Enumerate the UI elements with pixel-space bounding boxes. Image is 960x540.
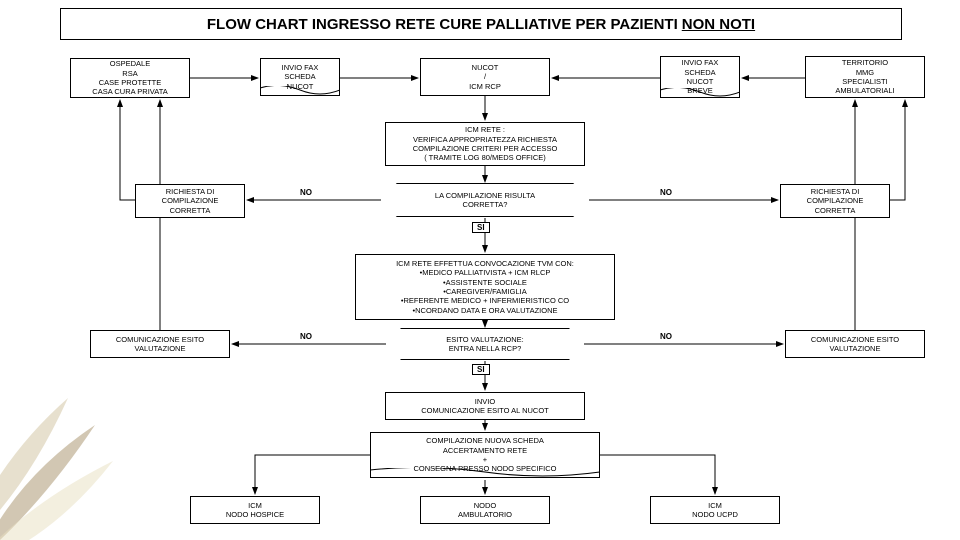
node-icm-hospice: ICMNODO HOSPICE [190, 496, 320, 524]
node-richiesta-left-text: RICHIESTA DICOMPILAZIONECORRETTA [162, 187, 219, 215]
node-dia-esito-text: ESITO VALUTAZIONE:ENTRA NELLA RCP? [446, 335, 524, 354]
node-dia-esito: ESITO VALUTAZIONE:ENTRA NELLA RCP? [385, 328, 585, 360]
edge-si-2: SI [472, 364, 490, 375]
node-ospedale-text: OSPEDALERSACASE PROTETTECASA CURA PRIVAT… [92, 59, 167, 97]
edge-no-2r: NO [660, 332, 672, 341]
node-territorio-text: TERRITORIOMMGSPECIALISTIAMBULATORIALI [835, 58, 894, 96]
node-nucot: NUCOT/ICM RCP [420, 58, 550, 96]
node-icm-rete-text: ICM RETE :VERIFICA APPROPRIATEZZA RICHIE… [413, 125, 558, 163]
node-richiesta-right-text: RICHIESTA DICOMPILAZIONECORRETTA [807, 187, 864, 215]
node-dia-compilazione: LA COMPILAZIONE RISULTACORRETTA? [380, 183, 590, 217]
node-nucot-text: NUCOT/ICM RCP [469, 63, 501, 91]
node-convocazione-text: ICM RETE EFFETTUA CONVOCAZIONE TVM CON:•… [396, 259, 574, 315]
node-icm-ucpd: ICMNODO UCPD [650, 496, 780, 524]
node-nodo-amb-text: NODOAMBULATORIO [458, 501, 512, 520]
node-invio-com: INVIOCOMUNICAZIONE ESITO AL NUCOT [385, 392, 585, 420]
node-com-esito-right: COMUNICAZIONE ESITOVALUTAZIONE [785, 330, 925, 358]
edge-no-2l: NO [300, 332, 312, 341]
node-icm-hospice-text: ICMNODO HOSPICE [226, 501, 284, 520]
edge-no-1r: NO [660, 188, 672, 197]
node-compilazione-nuova: COMPILAZIONE NUOVA SCHEDAACCERTAMENTO RE… [370, 432, 600, 478]
edge-si-1: SI [472, 222, 490, 233]
decorative-leaves [0, 370, 140, 540]
node-territorio: TERRITORIOMMGSPECIALISTIAMBULATORIALI [805, 56, 925, 98]
node-com-esito-right-text: COMUNICAZIONE ESITOVALUTAZIONE [811, 335, 899, 354]
node-convocazione: ICM RETE EFFETTUA CONVOCAZIONE TVM CON:•… [355, 254, 615, 320]
node-com-esito-left: COMUNICAZIONE ESITOVALUTAZIONE [90, 330, 230, 358]
node-ospedale: OSPEDALERSACASE PROTETTECASA CURA PRIVAT… [70, 58, 190, 98]
node-dia-compilazione-text: LA COMPILAZIONE RISULTACORRETTA? [435, 191, 535, 210]
node-invio-fax-left: INVIO FAXSCHEDANUCOT [260, 58, 340, 96]
node-nodo-amb: NODOAMBULATORIO [420, 496, 550, 524]
flowchart-canvas: FLOW CHART INGRESSO RETE CURE PALLIATIVE… [0, 0, 960, 540]
node-richiesta-right: RICHIESTA DICOMPILAZIONECORRETTA [780, 184, 890, 218]
title-text: FLOW CHART INGRESSO RETE CURE PALLIATIVE… [207, 16, 678, 33]
title-bar: FLOW CHART INGRESSO RETE CURE PALLIATIVE… [60, 8, 902, 40]
node-richiesta-left: RICHIESTA DICOMPILAZIONECORRETTA [135, 184, 245, 218]
node-invio-com-text: INVIOCOMUNICAZIONE ESITO AL NUCOT [421, 397, 549, 416]
edge-no-1l: NO [300, 188, 312, 197]
node-icm-ucpd-text: ICMNODO UCPD [692, 501, 738, 520]
node-com-esito-left-text: COMUNICAZIONE ESITOVALUTAZIONE [116, 335, 204, 354]
node-icm-rete: ICM RETE :VERIFICA APPROPRIATEZZA RICHIE… [385, 122, 585, 166]
node-invio-fax-right: INVIO FAXSCHEDANUCOTBREVE [660, 56, 740, 98]
title-emphasis: NON NOTI [682, 16, 755, 33]
